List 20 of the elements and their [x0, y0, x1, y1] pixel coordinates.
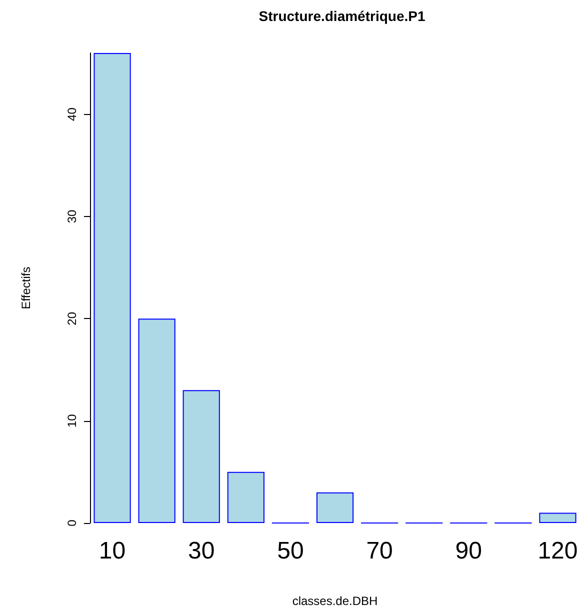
- chart-title: Structure.diamétrique.P1: [258, 8, 426, 24]
- bar: [138, 318, 176, 523]
- x-tick-label: 30: [188, 538, 215, 564]
- y-tick-label: 10: [65, 414, 79, 428]
- x-tick-label: 70: [366, 538, 393, 564]
- y-tick-label: 0: [65, 519, 79, 526]
- bar: [182, 390, 220, 523]
- bar: [316, 492, 354, 523]
- x-axis-title: classes.de.DBH: [292, 594, 378, 608]
- y-tick-label: 20: [65, 312, 79, 326]
- y-axis-title: Effectifs: [19, 266, 33, 310]
- bar: [94, 53, 131, 523]
- x-tick-label: 120: [538, 538, 578, 564]
- x-tick-label: 50: [277, 538, 304, 564]
- x-tick-label: 90: [455, 538, 482, 564]
- y-tick-label: 40: [65, 107, 79, 121]
- bar: [539, 512, 576, 523]
- bar: [227, 472, 264, 523]
- y-tick-label: 30: [65, 209, 79, 224]
- x-tick-label: 10: [98, 538, 126, 564]
